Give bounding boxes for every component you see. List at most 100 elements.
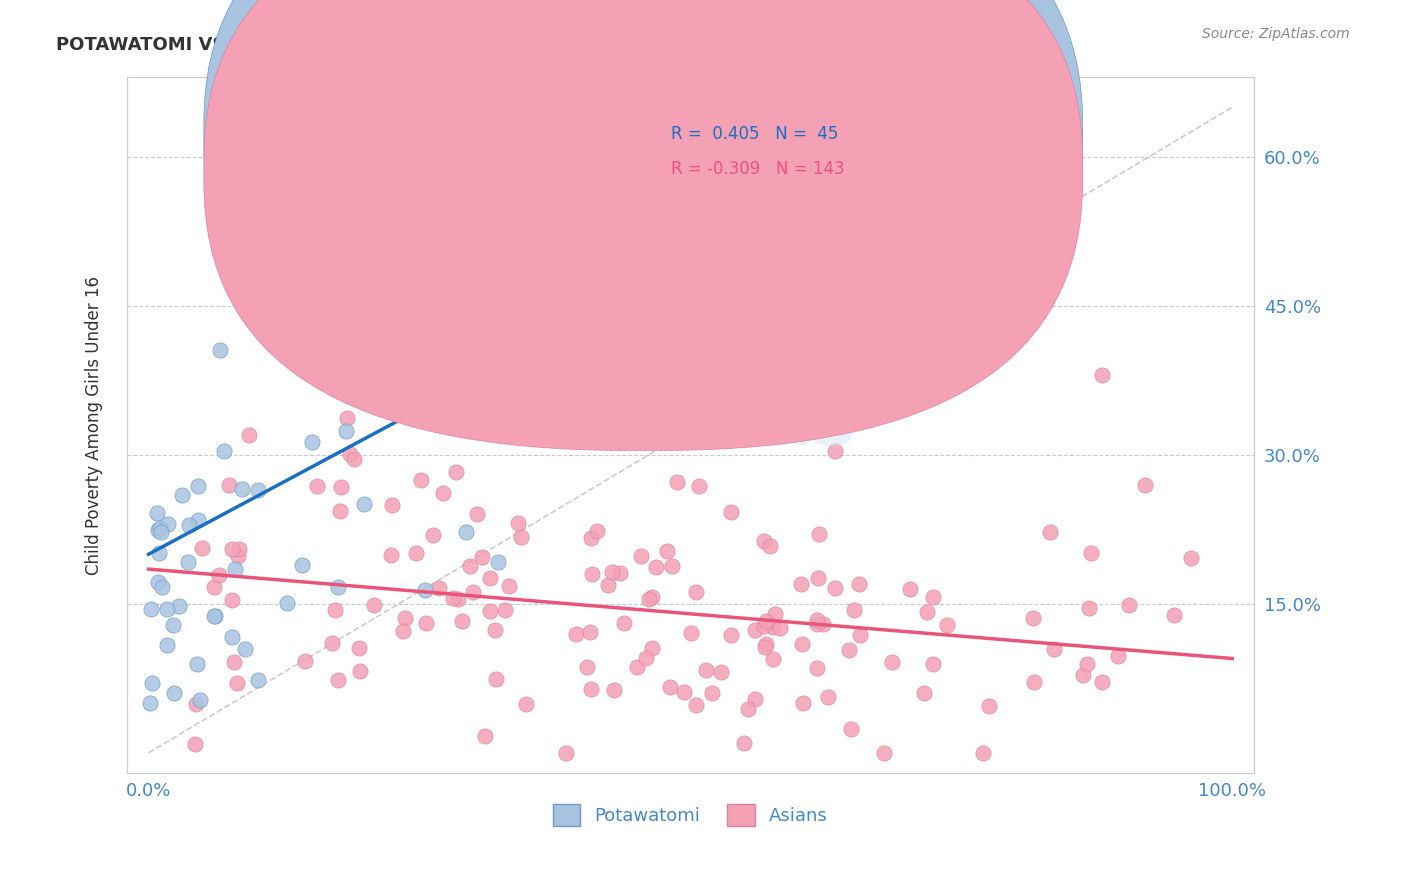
Potawatomi [187,479,209,493]
Asians [651,434,673,448]
Potawatomi [148,546,170,560]
Asians [1039,524,1062,539]
Asians [613,615,636,630]
Asians [471,549,494,564]
Asians [972,746,994,760]
Asians [824,443,846,458]
Asians [565,627,588,641]
Potawatomi [141,601,163,615]
Asians [461,585,484,599]
Asians [441,591,464,605]
Asians [688,479,710,493]
Potawatomi [328,580,350,594]
Asians [661,559,683,574]
Asians [762,652,785,666]
Asians [458,559,481,574]
Asians [658,680,681,694]
Asians [641,640,664,655]
Asians [184,697,207,711]
Asians [792,696,814,710]
Asians [848,577,870,591]
Potawatomi [454,524,477,539]
Asians [238,427,260,442]
Potawatomi [170,488,193,502]
Asians [586,524,609,538]
Asians [811,617,834,632]
Asians [838,643,860,657]
Asians [183,737,205,751]
Asians [336,411,359,425]
Potawatomi [486,555,509,569]
Asians [609,566,631,580]
Potawatomi [157,516,180,531]
Asians [641,590,664,604]
Asians [806,613,828,627]
Asians [666,475,689,489]
Asians [880,655,903,669]
Asians [494,603,516,617]
Potawatomi [163,686,186,700]
Asians [922,590,945,604]
Potawatomi [148,521,170,535]
Potawatomi [167,599,190,614]
Asians [218,477,240,491]
Asians [792,637,814,651]
Potawatomi [208,343,231,358]
Potawatomi [149,524,172,539]
Asians [228,541,250,556]
Asians [415,615,437,630]
Asians [581,531,603,545]
Asians [685,584,707,599]
Potawatomi [231,482,253,496]
Asians [1091,368,1114,383]
Potawatomi [188,693,211,707]
Asians [1071,667,1094,681]
Potawatomi [177,555,200,569]
Asians [808,526,831,541]
Asians [479,604,502,618]
Asians [839,723,862,737]
Asians [695,663,717,677]
Asians [806,660,828,674]
Asians [429,581,451,595]
Asians [508,516,530,530]
Asians [679,625,702,640]
Asians [498,579,520,593]
Potawatomi [146,575,169,590]
Asians [603,683,626,698]
Potawatomi [145,506,167,520]
Potawatomi [291,558,314,573]
Asians [755,614,778,628]
Asians [710,665,733,680]
Asians [380,548,402,562]
Asians [817,690,839,704]
Asians [637,591,659,606]
Asians [1163,608,1185,623]
Asians [202,580,225,594]
Potawatomi [235,642,257,657]
Asians [759,539,782,553]
Asians [842,603,865,617]
Asians [1077,601,1099,615]
Asians [307,479,329,493]
Potawatomi [186,657,208,671]
Asians [921,657,943,672]
Asians [465,508,488,522]
Potawatomi [204,609,226,624]
Asians [752,534,775,549]
Asians [849,628,872,642]
Asians [581,567,603,582]
Potawatomi [224,562,246,576]
Asians [602,566,624,580]
Text: POTAWATOMI VS ASIAN CHILD POVERTY AMONG GIRLS UNDER 16 CORRELATION CHART: POTAWATOMI VS ASIAN CHILD POVERTY AMONG … [56,36,939,54]
Asians [484,673,506,687]
Asians [685,698,707,712]
Asians [898,582,921,596]
Asians [392,624,415,639]
Potawatomi [276,596,298,610]
Asians [446,465,468,479]
Asians [744,692,766,706]
Asians [326,673,349,687]
Asians [1076,657,1098,672]
Asians [221,592,243,607]
